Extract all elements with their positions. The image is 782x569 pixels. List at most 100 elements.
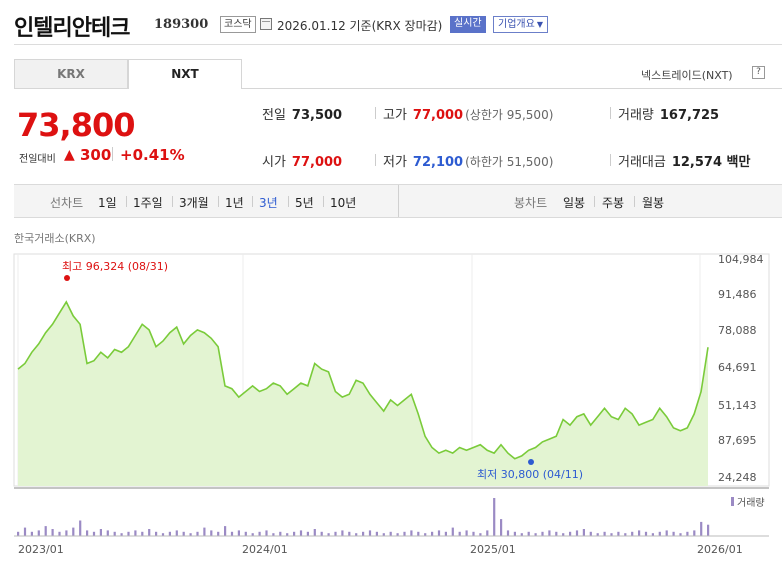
volume-bar bbox=[548, 530, 551, 536]
volume-bar bbox=[382, 533, 385, 536]
candle-monthly[interactable]: 월봉 bbox=[642, 196, 665, 210]
volume-bar bbox=[320, 531, 323, 536]
stat-prev: 전일 73,500 bbox=[262, 104, 342, 123]
tab-nxt[interactable]: NXT bbox=[128, 59, 242, 89]
stat-lower-limit: (하한가 51,500) bbox=[465, 155, 554, 169]
volume-bar bbox=[168, 531, 171, 536]
period-1y[interactable]: 1년 bbox=[225, 196, 244, 210]
volume-bar bbox=[272, 533, 275, 536]
volume-bar bbox=[624, 533, 627, 536]
price-chart[interactable]: 104,984 91,486 78,088 64,691 51,143 87,695 24,… bbox=[0, 248, 782, 569]
volume-bar bbox=[575, 530, 579, 536]
volume-bar bbox=[237, 530, 240, 536]
volume-bar bbox=[120, 533, 123, 536]
volume-bar bbox=[79, 520, 82, 536]
period-5y[interactable]: 5년 bbox=[295, 196, 314, 210]
stat-open-value: 77,000 bbox=[291, 155, 343, 170]
volume-bars bbox=[17, 498, 710, 536]
volume-bar bbox=[417, 531, 420, 536]
volume-bar bbox=[134, 530, 137, 536]
stat-prev-value: 73,500 bbox=[291, 108, 343, 123]
volume-bar bbox=[127, 531, 130, 536]
company-overview-button[interactable]: 기업개요 ▼ bbox=[493, 16, 548, 33]
volume-bar bbox=[175, 530, 178, 536]
stat-volume-label: 거래량 bbox=[618, 108, 654, 123]
volume-bar bbox=[44, 526, 47, 536]
stat-open-label: 시가 bbox=[262, 155, 286, 170]
x-tick-label: 2026/01 bbox=[697, 543, 743, 556]
volume-bar bbox=[555, 531, 558, 536]
stat-volume: 거래량 167,725 bbox=[618, 104, 719, 123]
min-label: 최저 30,800 (04/11) bbox=[477, 468, 583, 481]
volume-bar bbox=[58, 531, 61, 536]
period-divider bbox=[172, 196, 173, 207]
period-3y[interactable]: 3년 bbox=[259, 196, 278, 210]
volume-bar bbox=[279, 531, 282, 536]
volume-bar bbox=[651, 533, 654, 536]
period-divider bbox=[252, 196, 253, 207]
volume-bar bbox=[30, 531, 33, 536]
stat-divider bbox=[610, 107, 611, 119]
volume-bar bbox=[99, 529, 102, 536]
min-point-marker bbox=[528, 459, 534, 465]
volume-bar bbox=[527, 531, 530, 536]
stock-name: 인텔리안테크 bbox=[14, 16, 130, 41]
period-bar-divider bbox=[398, 185, 399, 217]
tab-divider bbox=[242, 88, 782, 89]
candle-chart-label: 봉차트 bbox=[514, 196, 548, 210]
volume-bar bbox=[141, 531, 144, 536]
help-icon[interactable]: ? bbox=[752, 66, 765, 79]
date-note: 2026.01.12 기준(KRX 장마감) bbox=[277, 19, 443, 33]
volume-bar bbox=[368, 530, 372, 536]
period-divider bbox=[634, 196, 635, 207]
period-bar: 선차트 1일 1주일 3개월 1년 3년 5년 10년 봉차트 일봉 주봉 월봉 bbox=[14, 184, 782, 218]
volume-bar bbox=[155, 531, 158, 536]
period-10y[interactable]: 10년 bbox=[330, 196, 357, 210]
calendar-icon bbox=[260, 18, 272, 30]
period-3m[interactable]: 3개월 bbox=[179, 196, 209, 210]
volume-bar bbox=[327, 533, 330, 536]
stat-divider bbox=[610, 154, 611, 166]
period-divider bbox=[126, 196, 127, 207]
volume-legend: 거래량 bbox=[737, 497, 765, 509]
volume-bar bbox=[210, 530, 213, 536]
x-tick-label: 2023/01 bbox=[18, 543, 64, 556]
volume-bar bbox=[72, 527, 75, 536]
stat-divider bbox=[375, 154, 376, 166]
live-button[interactable]: 실시간 bbox=[450, 16, 486, 33]
stat-amount-value: 12,574 백만 bbox=[671, 155, 751, 170]
y-tick-label: 87,695 bbox=[718, 434, 757, 447]
volume-bar bbox=[113, 531, 116, 536]
stat-amount: 거래대금 12,574 백만 bbox=[618, 151, 750, 170]
volume-bar bbox=[341, 530, 344, 536]
stat-amount-label: 거래대금 bbox=[618, 155, 666, 170]
stock-header: 인텔리안테크 189300 코스닥 2026.01.12 기준(KRX 장마감)… bbox=[14, 6, 782, 41]
candle-daily[interactable]: 일봉 bbox=[563, 196, 586, 210]
x-axis-labels: 2023/01 2024/01 2025/01 2026/01 bbox=[18, 543, 743, 556]
period-divider bbox=[288, 196, 289, 207]
stat-open: 시가 77,000 bbox=[262, 151, 342, 170]
stat-high: 고가 77,000 (상한가 95,500) bbox=[383, 104, 553, 123]
volume-bar bbox=[569, 531, 572, 536]
volume-bar bbox=[500, 519, 503, 536]
stat-high-value: 77,000 bbox=[412, 108, 464, 123]
tab-krx[interactable]: KRX bbox=[14, 59, 128, 89]
volume-bar bbox=[638, 530, 641, 536]
source-label: 한국거래소(KRX) bbox=[14, 232, 96, 245]
volume-bar bbox=[217, 531, 220, 536]
y-tick-label: 104,984 bbox=[718, 253, 764, 266]
y-tick-label: 64,691 bbox=[718, 361, 757, 374]
volume-bar bbox=[658, 531, 661, 536]
stat-divider bbox=[375, 107, 376, 119]
volume-bar bbox=[148, 529, 151, 536]
period-1d[interactable]: 1일 bbox=[98, 196, 117, 210]
volume-bar bbox=[513, 531, 516, 536]
candle-weekly[interactable]: 주봉 bbox=[602, 196, 625, 210]
volume-bar bbox=[17, 531, 20, 536]
volume-bar bbox=[465, 530, 468, 536]
volume-bar bbox=[506, 530, 510, 536]
header-divider bbox=[14, 44, 782, 45]
period-divider bbox=[323, 196, 324, 207]
period-1w[interactable]: 1주일 bbox=[133, 196, 163, 210]
volume-bar bbox=[182, 531, 185, 536]
